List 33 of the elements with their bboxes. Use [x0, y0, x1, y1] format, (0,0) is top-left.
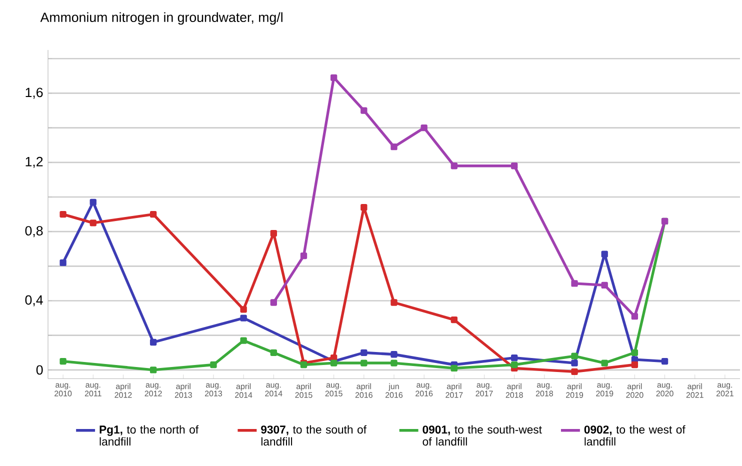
x-tick-label: april 2016: [355, 383, 372, 398]
legend-label: 0901, to the south-west of landfill: [422, 425, 542, 446]
y-tick-label: 0: [36, 365, 43, 375]
x-tick-label: april 2015: [295, 383, 312, 398]
legend-label: 9307, to the south of landfill: [261, 425, 367, 446]
x-tick-label: aug. 2013: [204, 383, 222, 396]
x-tick-label: aug. 2019: [596, 383, 614, 396]
x-tick-label: aug. 2017: [476, 383, 493, 396]
x-tick-label: aug. 2014: [265, 383, 282, 396]
x-tick-label: jun 2016: [386, 383, 403, 398]
chart-title: Ammonium nitrogen in groundwater, mg/l: [40, 12, 282, 25]
x-tick-label: april 2020: [626, 383, 644, 398]
x-tick-label: aug. 2016: [416, 383, 433, 396]
legend-label: 0902, to the west of landfill: [584, 425, 686, 446]
y-tick-label: 1,2: [26, 156, 43, 168]
x-tick-label: aug. 2020: [656, 383, 674, 396]
x-tick-label: april 2018: [506, 383, 523, 398]
x-tick-label: april 2013: [174, 383, 192, 398]
x-tick-label: april 2021: [686, 383, 704, 398]
x-tick-label: aug. 2015: [325, 383, 342, 396]
y-tick-label: 0,4: [25, 295, 43, 306]
x-tick-label: aug. 2011: [84, 383, 102, 396]
x-tick-label: april 2012: [114, 383, 132, 398]
x-tick-label: april 2019: [566, 383, 584, 398]
y-tick-label: 0,8: [25, 226, 43, 238]
x-tick-label: aug. 2010: [54, 383, 72, 396]
y-tick-label: 1,6: [26, 88, 43, 99]
x-tick-label: april 2017: [446, 383, 463, 398]
x-tick-label: aug. 2012: [144, 383, 162, 396]
x-tick-label: aug. 2021: [716, 383, 734, 396]
legend-label: Pg1, to the north of landfill: [100, 425, 199, 446]
x-tick-label: aug. 2018: [536, 383, 553, 396]
x-tick-label: april 2014: [235, 383, 252, 398]
